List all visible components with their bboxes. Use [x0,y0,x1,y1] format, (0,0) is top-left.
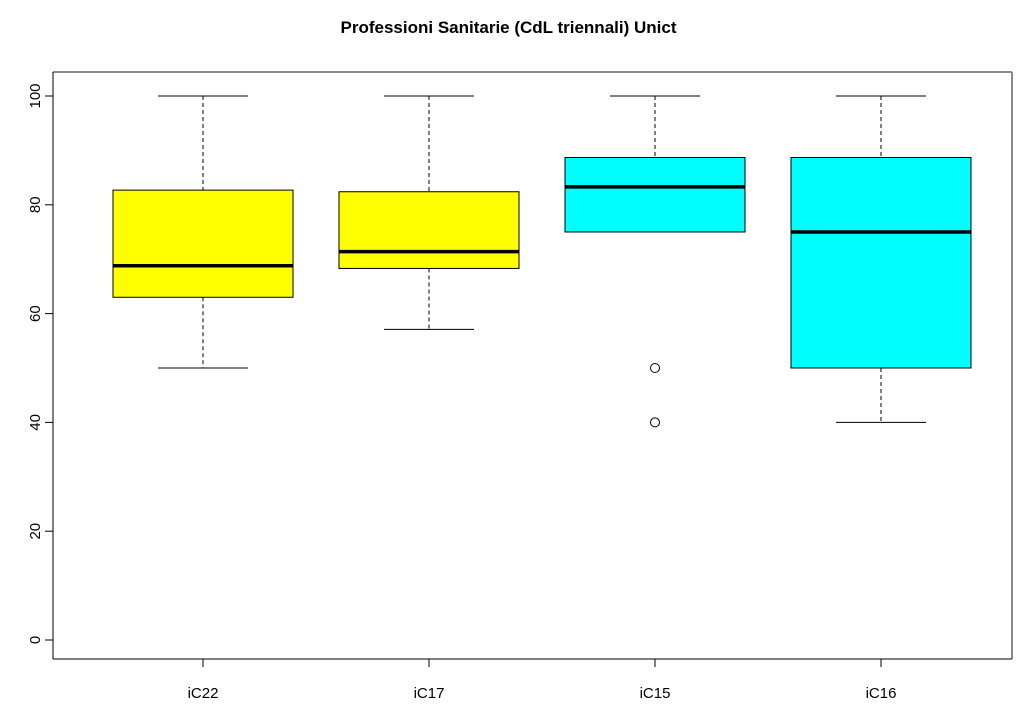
y-tick-label: 80 [27,196,44,213]
y-tick-label: 100 [27,83,44,108]
iqr-box [112,189,294,298]
y-tick-label: 0 [27,636,44,644]
outlier-point [650,417,660,428]
iqr-box [338,191,520,269]
y-tick-label: 40 [27,414,44,431]
x-tick-label: iC17 [414,685,445,702]
box-iC15 [564,95,746,428]
x-tick-label: iC22 [188,685,219,702]
y-tick-label: 20 [27,523,44,540]
iqr-box [564,156,746,233]
outlier-point [650,363,660,373]
box-iC16 [790,95,972,423]
box-iC22 [112,95,294,369]
x-tick-label: iC16 [866,685,897,702]
box-iC17 [338,95,520,330]
chart-title: Professioni Sanitarie (CdL triennali) Un… [340,18,677,37]
x-tick-label: iC15 [640,685,671,702]
y-tick-label: 60 [27,305,44,322]
iqr-box [790,156,972,369]
